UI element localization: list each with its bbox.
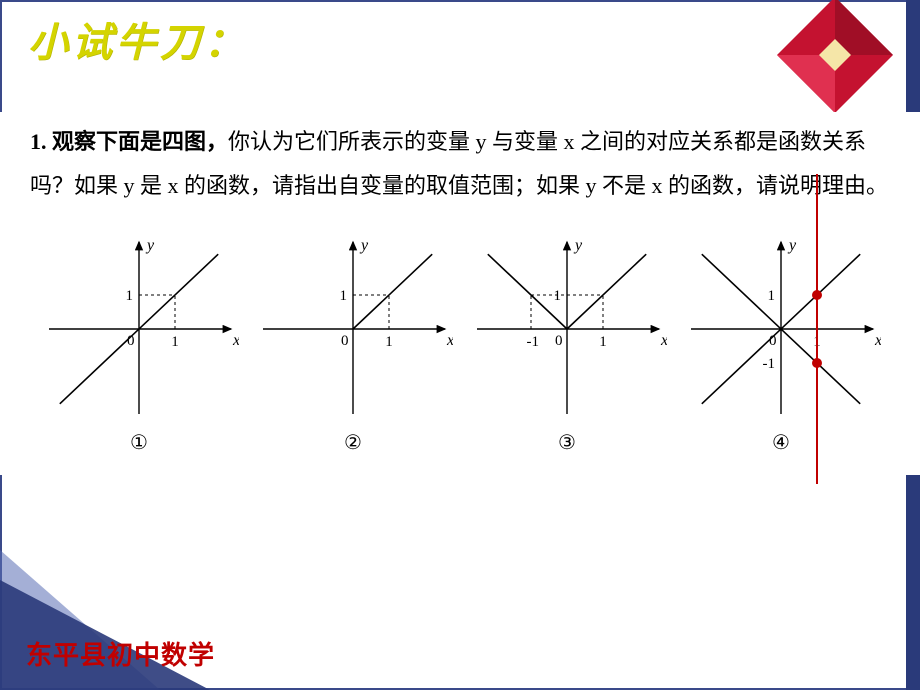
svg-text:1: 1 bbox=[554, 288, 562, 304]
footer-text: 东平县初中数学 bbox=[26, 635, 215, 672]
content-block: 1. 观察下面是四图，你认为它们所表示的变量 y 与变量 x 之间的对应关系都是… bbox=[0, 112, 920, 475]
graph1-label: ① bbox=[34, 430, 244, 455]
question-prefix: 1. 观察下面是四图， bbox=[30, 129, 228, 154]
graph4-red-vertical-line bbox=[816, 174, 818, 484]
graph3-cell: x y 0 -1 1 1 ③ bbox=[462, 234, 672, 455]
graph1-cell: xy011① bbox=[34, 234, 244, 455]
svg-text:x: x bbox=[446, 332, 453, 349]
graphs-row: xy011①xy011②xy0-111③xy01-11④ bbox=[30, 234, 890, 455]
svg-text:y: y bbox=[145, 237, 155, 254]
svg-text:1: 1 bbox=[599, 334, 607, 350]
graph4-label: ④ bbox=[676, 430, 886, 455]
graph4-svg: xy01-11 bbox=[681, 234, 881, 424]
graph1-svg: xy011 bbox=[39, 234, 239, 424]
svg-text:1: 1 bbox=[126, 288, 134, 304]
svg-text:0: 0 bbox=[555, 333, 563, 349]
svg-text:y: y bbox=[573, 237, 583, 254]
svg-text:-1: -1 bbox=[763, 356, 776, 372]
svg-text:1: 1 bbox=[171, 334, 179, 350]
svg-text:-1: -1 bbox=[527, 334, 540, 350]
graph2-label: ② bbox=[248, 430, 458, 455]
svg-text:y: y bbox=[787, 237, 797, 254]
graph2-svg: x y 0 1 1 bbox=[253, 234, 453, 424]
question-text: 1. 观察下面是四图，你认为它们所表示的变量 y 与变量 x 之间的对应关系都是… bbox=[30, 120, 890, 208]
svg-text:y: y bbox=[359, 237, 369, 254]
graph2-cell: x y 0 1 1 ② bbox=[248, 234, 458, 455]
svg-text:1: 1 bbox=[385, 334, 393, 350]
diamond-icon bbox=[770, 0, 900, 120]
svg-text:0: 0 bbox=[341, 333, 349, 349]
svg-text:x: x bbox=[874, 332, 881, 349]
graph4-cell: xy01-11④ bbox=[676, 234, 886, 455]
svg-text:x: x bbox=[660, 332, 667, 349]
svg-text:1: 1 bbox=[340, 288, 348, 304]
svg-text:1: 1 bbox=[768, 288, 776, 304]
graph4-red-dot-1 bbox=[812, 358, 822, 368]
graph3-label: ③ bbox=[462, 430, 672, 455]
svg-text:x: x bbox=[232, 332, 239, 349]
graph4-red-dot-0 bbox=[812, 290, 822, 300]
graph3-svg: x y 0 -1 1 1 bbox=[467, 234, 667, 424]
slide-title: 小试牛刀： bbox=[28, 10, 248, 68]
